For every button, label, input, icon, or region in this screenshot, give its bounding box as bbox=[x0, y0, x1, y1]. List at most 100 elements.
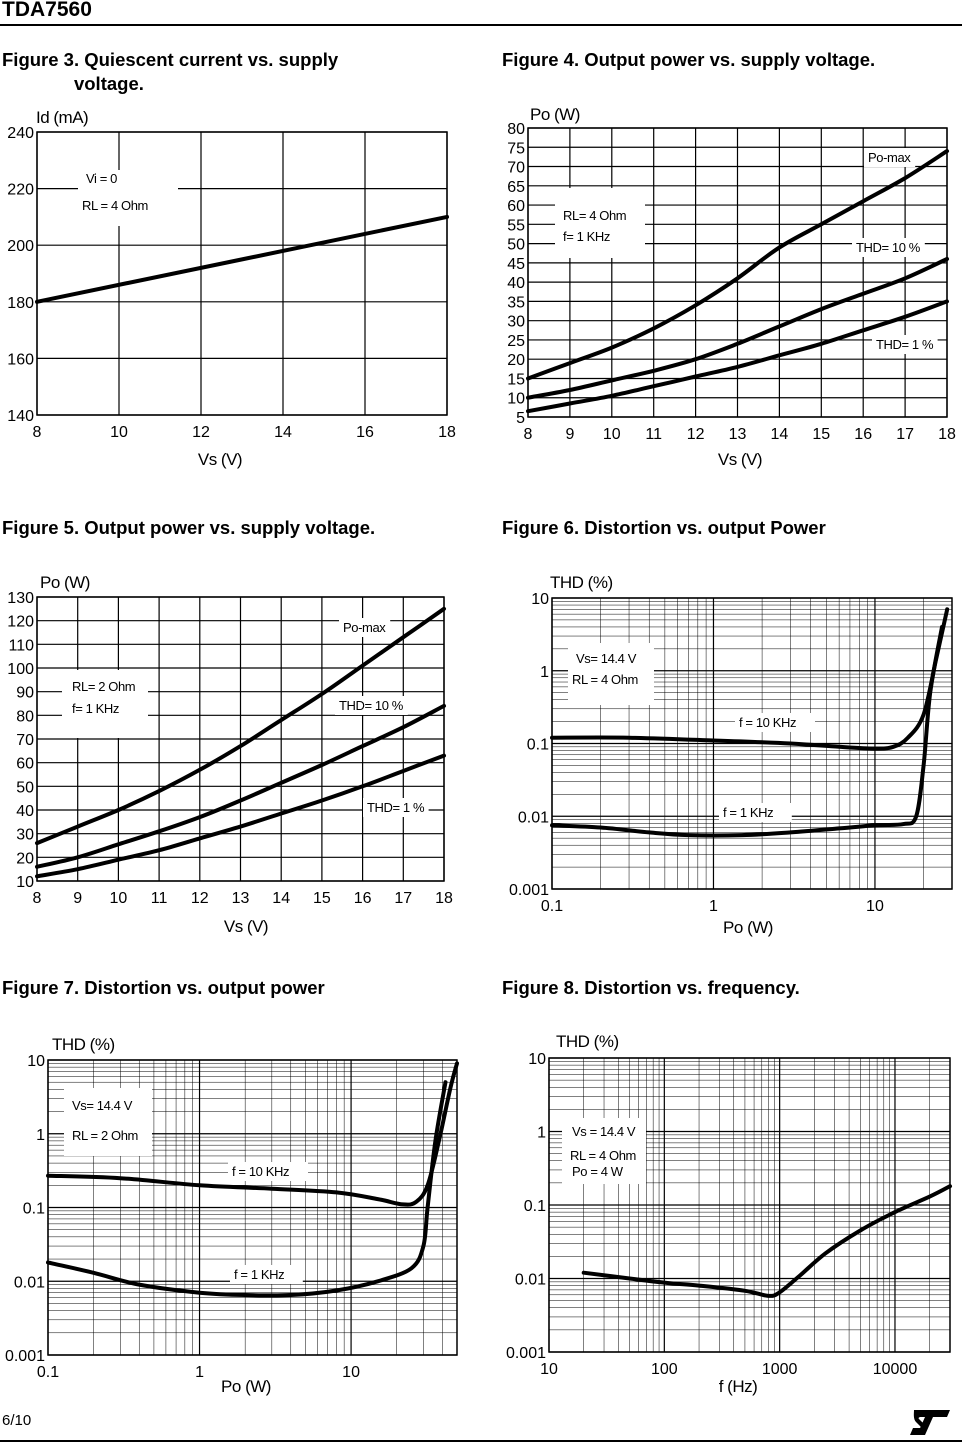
annotation-box bbox=[555, 188, 645, 258]
y-tick-label: 45 bbox=[507, 256, 525, 273]
x-tick-label: 10 bbox=[342, 1364, 360, 1381]
x-tick-label: 0.1 bbox=[37, 1364, 59, 1381]
y-tick-label: 0.01 bbox=[518, 809, 549, 826]
series-label-backdrop bbox=[335, 696, 408, 715]
y-tick-label: 100 bbox=[7, 661, 34, 678]
x-tick-label: 8 bbox=[33, 890, 42, 907]
y-tick-label: 1 bbox=[36, 1127, 45, 1144]
y-tick-label: 180 bbox=[7, 295, 34, 312]
y-tick-label: 200 bbox=[7, 238, 34, 255]
y-tick-label: 1 bbox=[540, 664, 549, 681]
x-tick-label: 1 bbox=[195, 1364, 204, 1381]
y-tick-label: 35 bbox=[507, 294, 525, 311]
x-tick-label: 18 bbox=[938, 426, 956, 443]
y-tick-label: 0.001 bbox=[509, 882, 549, 899]
x-tick-label: 9 bbox=[565, 426, 574, 443]
plot-frame bbox=[47, 1059, 458, 1356]
x-axis-label: Vs (V) bbox=[718, 450, 762, 469]
annotation-box bbox=[78, 170, 178, 226]
y-tick-label: 40 bbox=[507, 275, 525, 292]
plot-frame bbox=[551, 597, 953, 890]
x-tick-label: 14 bbox=[771, 426, 789, 443]
x-tick-label: 11 bbox=[645, 426, 662, 443]
x-axis-label: Po (W) bbox=[221, 1377, 271, 1396]
y-tick-label: 1 bbox=[537, 1125, 546, 1142]
annotation-text: Vi = 0 bbox=[86, 171, 117, 186]
y-tick-label: 130 bbox=[7, 590, 34, 607]
x-tick-label: 13 bbox=[232, 890, 250, 907]
y-tick-label: 120 bbox=[7, 614, 34, 631]
x-tick-label: 10 bbox=[603, 426, 621, 443]
y-axis-label: Po (W) bbox=[40, 573, 90, 592]
y-tick-label: 80 bbox=[16, 708, 34, 725]
x-tick-label: 18 bbox=[438, 424, 456, 441]
y-tick-label: 160 bbox=[7, 351, 34, 368]
y-tick-label: 50 bbox=[507, 237, 525, 254]
y-tick-label: 0.001 bbox=[506, 1345, 546, 1362]
annotation-box bbox=[62, 670, 148, 738]
x-tick-label: 15 bbox=[812, 426, 830, 443]
x-tick-label: 18 bbox=[435, 890, 453, 907]
series-label-group: f = 1 KHz bbox=[719, 803, 792, 822]
x-tick-label: 16 bbox=[354, 890, 372, 907]
series-line bbox=[35, 606, 446, 846]
x-tick-label: 0.1 bbox=[541, 898, 563, 915]
y-tick-label: 60 bbox=[16, 756, 34, 773]
series-line bbox=[550, 625, 944, 838]
figure-4-title: Figure 4. Output power vs. supply voltag… bbox=[502, 49, 876, 70]
x-tick-label: 17 bbox=[394, 890, 412, 907]
series-line bbox=[581, 1184, 952, 1298]
plot-frame bbox=[36, 131, 448, 416]
annotation-text: RL = 4 Ohm bbox=[82, 198, 148, 213]
page-number: 6/10 bbox=[2, 1412, 32, 1429]
series-line bbox=[550, 607, 950, 751]
annotation-text: RL = 2 Ohm bbox=[72, 1128, 138, 1143]
y-tick-label: 220 bbox=[7, 182, 34, 199]
y-tick-label: 5 bbox=[516, 410, 525, 427]
x-tick-label: 16 bbox=[854, 426, 872, 443]
x-tick-label: 1 bbox=[709, 898, 718, 915]
annotation-text: Vs= 14.4 V bbox=[576, 651, 637, 666]
y-tick-label: 10 bbox=[528, 1051, 546, 1068]
x-tick-label: 14 bbox=[272, 890, 290, 907]
series-label: THD= 1 % bbox=[367, 800, 425, 815]
series-label-group: THD= 10 % bbox=[852, 238, 925, 257]
series-label-group: THD= 1 % bbox=[872, 335, 938, 354]
series-label-backdrop bbox=[363, 798, 429, 817]
figure-8-title: Figure 8. Distortion vs. frequency. bbox=[502, 977, 800, 998]
y-tick-label: 65 bbox=[507, 179, 525, 196]
y-tick-label: 0.1 bbox=[527, 737, 549, 754]
x-axis-label: f (Hz) bbox=[719, 1377, 758, 1396]
annotation-text: RL = 4 Ohm bbox=[572, 672, 638, 687]
x-tick-label: 8 bbox=[33, 424, 42, 441]
y-tick-label: 30 bbox=[16, 827, 34, 844]
x-tick-label: 12 bbox=[192, 424, 210, 441]
series-label-backdrop bbox=[735, 713, 815, 732]
x-tick-label: 9 bbox=[73, 890, 82, 907]
header-rule bbox=[0, 24, 962, 26]
y-tick-label: 20 bbox=[507, 352, 525, 369]
x-axis-label: Vs (V) bbox=[198, 450, 242, 469]
annotation-text: f= 1 KHz bbox=[72, 701, 119, 716]
series-label-backdrop bbox=[228, 1162, 308, 1181]
series-line bbox=[526, 257, 949, 400]
y-tick-label: 30 bbox=[507, 314, 525, 331]
series-label: f = 1 KHz bbox=[234, 1267, 284, 1282]
y-tick-label: 70 bbox=[507, 160, 525, 177]
series-label: f = 1 KHz bbox=[723, 805, 773, 820]
y-tick-label: 70 bbox=[16, 732, 34, 749]
series-label: f = 10 KHz bbox=[739, 715, 796, 730]
annotation-box bbox=[64, 1088, 152, 1156]
x-tick-label: 1000 bbox=[762, 1361, 798, 1378]
x-tick-label: 11 bbox=[151, 890, 168, 907]
series-line bbox=[35, 214, 449, 304]
y-tick-label: 0.1 bbox=[23, 1201, 45, 1218]
annotation-text: Vs= 14.4 V bbox=[72, 1098, 133, 1113]
y-tick-label: 140 bbox=[7, 408, 34, 425]
figure-6-title: Figure 6. Distortion vs. output Power bbox=[502, 517, 826, 538]
x-tick-label: 14 bbox=[274, 424, 292, 441]
